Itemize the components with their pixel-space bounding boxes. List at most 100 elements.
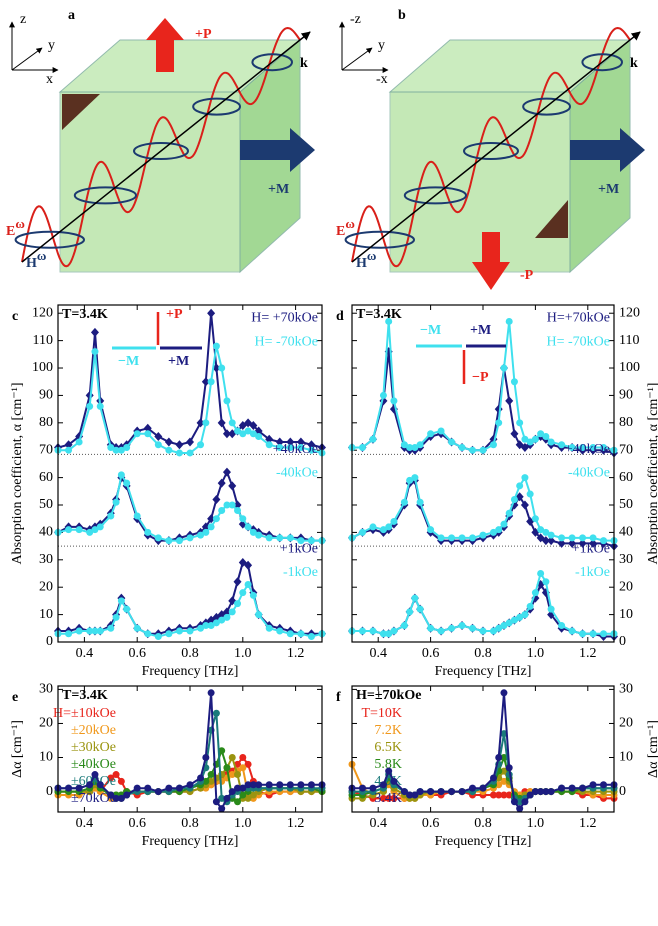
point [244, 580, 252, 588]
point [255, 433, 263, 441]
y-tick-label: 120 [619, 305, 640, 320]
point [228, 754, 236, 762]
point [579, 443, 587, 451]
point [165, 784, 173, 792]
point [537, 570, 545, 578]
point [186, 449, 194, 457]
point [255, 611, 263, 619]
point [369, 784, 377, 792]
legend-entry: ±70kOe [71, 791, 116, 806]
point [112, 446, 120, 454]
y-axis-label: Absorption coefficient, α [cm⁻¹] [10, 383, 25, 565]
axis-icon-label: y [378, 38, 385, 53]
axis-icon-label: -z [350, 12, 361, 27]
point [207, 689, 215, 697]
y-tick-label: 50 [619, 497, 633, 512]
point [222, 467, 231, 477]
point [411, 594, 419, 602]
point [133, 784, 141, 792]
point [379, 391, 387, 399]
point [65, 784, 73, 792]
point [144, 784, 152, 792]
point [239, 430, 247, 438]
point [154, 432, 163, 442]
point [202, 419, 210, 427]
point [495, 791, 503, 799]
point [489, 528, 497, 536]
point [175, 784, 183, 792]
point [568, 443, 576, 451]
point [297, 781, 305, 789]
point [275, 437, 284, 447]
point [249, 791, 257, 799]
point [117, 777, 125, 785]
point [297, 630, 305, 638]
point [244, 560, 253, 570]
point [437, 627, 445, 635]
point [589, 630, 597, 638]
point [154, 534, 162, 542]
series-line [352, 692, 614, 811]
point [65, 446, 73, 454]
x-tick-label: 0.6 [422, 646, 440, 661]
point [390, 777, 398, 785]
point [228, 419, 236, 427]
point [526, 791, 534, 799]
panel-label: d [336, 309, 344, 324]
point [286, 437, 295, 447]
point [489, 774, 497, 782]
point [500, 777, 508, 785]
box-face [389, 91, 571, 273]
point [505, 317, 513, 325]
point [406, 476, 414, 484]
point [505, 791, 513, 799]
point [297, 443, 305, 451]
point [234, 771, 242, 779]
y-tick-label: 40 [39, 525, 53, 540]
point [297, 537, 305, 545]
k-label: k [300, 56, 308, 71]
h-wave [344, 230, 415, 249]
point [91, 771, 99, 779]
inset-label: −M [118, 354, 139, 369]
point [265, 434, 274, 444]
h-wave [251, 53, 294, 72]
series-line [352, 571, 614, 635]
point [505, 509, 513, 517]
x-tick-label: 1.2 [579, 816, 597, 831]
h-wave [403, 186, 468, 205]
point [500, 689, 508, 697]
y-tick-label: 30 [619, 682, 633, 697]
point [469, 534, 477, 542]
legend-entry: -40kOe [568, 466, 610, 481]
y-tick-label: 70 [619, 442, 633, 457]
x-tick-label: 1.2 [287, 816, 305, 831]
x-tick-label: 0.8 [181, 646, 199, 661]
point [489, 627, 497, 635]
point [400, 498, 408, 506]
point [568, 784, 576, 792]
point [526, 602, 534, 610]
point [557, 538, 566, 548]
point [537, 526, 545, 534]
box-corner [535, 200, 568, 238]
point [479, 627, 487, 635]
y-tick-label: 20 [619, 579, 633, 594]
point [500, 791, 508, 799]
y-axis-label: Δα [cm⁻¹] [646, 720, 658, 778]
inset-label: +M [168, 354, 189, 369]
point [228, 788, 236, 796]
x-axis-label: Frequency [THz] [142, 834, 239, 849]
annotation: T=3.4K [356, 307, 402, 322]
plot-frame [351, 685, 615, 813]
point [234, 798, 242, 806]
y-tick-label: 30 [39, 552, 53, 567]
point [526, 490, 534, 498]
point [495, 419, 503, 427]
point [123, 605, 131, 613]
point [202, 754, 210, 762]
point [196, 418, 205, 428]
legend-entry: 7.2K [374, 723, 402, 738]
point [369, 435, 377, 443]
point [265, 624, 273, 632]
